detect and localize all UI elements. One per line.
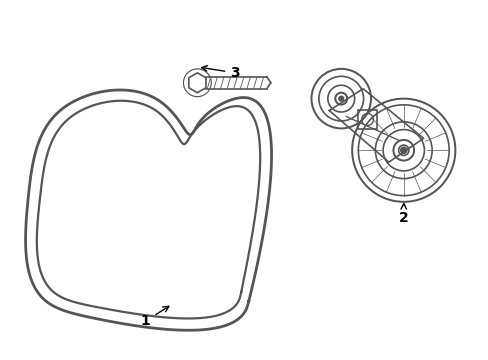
Circle shape	[400, 147, 406, 153]
Text: 3: 3	[201, 66, 240, 80]
Text: 2: 2	[398, 204, 408, 225]
Polygon shape	[188, 73, 205, 93]
Circle shape	[338, 96, 343, 101]
Text: 1: 1	[141, 306, 168, 328]
